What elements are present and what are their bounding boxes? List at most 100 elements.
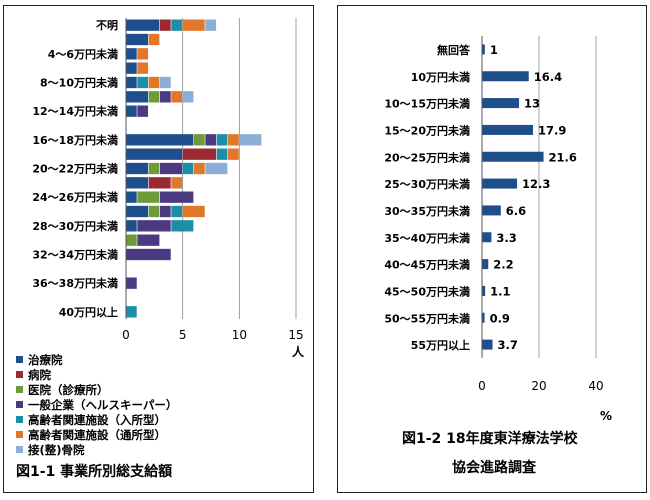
bar (482, 151, 544, 162)
x-tick-label: 20 (531, 379, 546, 393)
data-label: 6.6 (506, 204, 526, 218)
data-label: 1 (490, 43, 498, 57)
bar-segment (126, 19, 160, 31)
bar-segment (148, 91, 160, 103)
data-label: 3.7 (498, 338, 518, 352)
data-label: 1.1 (490, 284, 510, 298)
bar-segment (137, 234, 160, 246)
legend-swatch (16, 386, 23, 393)
category-label: 36〜38万円未満 (32, 276, 118, 290)
bar-segment (137, 191, 160, 203)
bar-segment (228, 134, 239, 146)
category-label: 16〜18万円未満 (32, 133, 118, 147)
bar-segment (137, 76, 149, 89)
bar-segment (171, 205, 183, 218)
bar-segment (182, 148, 217, 160)
category-label: 24〜26万円未満 (32, 190, 118, 204)
x-unit-label: 人 (292, 344, 305, 359)
figure-caption-line2: 協会進路調査 (452, 459, 537, 476)
bar-segment (160, 19, 171, 31)
x-tick-label: 0 (122, 328, 130, 342)
bar-segment (182, 19, 205, 31)
bar-segment (126, 33, 149, 46)
bar-segment (148, 33, 160, 46)
bar-segment (126, 162, 149, 175)
category-label: 20〜22万円未満 (32, 162, 118, 176)
bar-segment (160, 205, 171, 218)
bar-segment (239, 134, 262, 146)
figure-caption: 図1-1 事業所別総支給額 (16, 463, 172, 480)
category-label: 55万円以上 (411, 338, 470, 352)
bar (482, 124, 534, 135)
bar-segment (126, 105, 137, 117)
legend-swatch (16, 431, 23, 438)
bar-segment (171, 19, 183, 31)
bar-segment (160, 191, 194, 203)
data-label: 21.6 (549, 150, 577, 164)
bar-segment (126, 177, 149, 189)
bar-segment (126, 248, 171, 261)
x-tick-label: 40 (588, 379, 603, 393)
data-label: 2.2 (493, 258, 513, 272)
bar-segment (171, 220, 194, 232)
x-tick-label: 10 (232, 328, 247, 342)
legend-swatch (16, 356, 23, 363)
category-label: 8〜10万円未満 (40, 76, 118, 90)
bar-segment (160, 91, 171, 103)
category-label: 32〜34万円未満 (32, 248, 118, 262)
legend-label: 高齢者関連施設（入所型） (28, 413, 166, 427)
legend-label: 治療院 (28, 353, 63, 367)
bar-segment (228, 148, 239, 160)
data-label: 0.9 (490, 311, 510, 325)
category-label: 35〜40万円未満 (384, 231, 470, 245)
bar-segment (126, 76, 137, 89)
bar (482, 98, 520, 109)
category-label: 15〜20万円未満 (384, 123, 470, 137)
legend-label: 高齢者関連施設（通所型） (28, 428, 166, 442)
category-label: 4〜6万円未満 (48, 47, 118, 61)
legend-swatch (16, 416, 23, 423)
bar-segment (126, 191, 137, 203)
bar (482, 312, 485, 323)
bar-segment (148, 76, 160, 89)
data-label: 16.4 (534, 70, 562, 84)
bar-segment (182, 91, 194, 103)
bar-segment (137, 48, 149, 60)
legend-swatch (16, 371, 23, 378)
bar-segment (126, 134, 194, 146)
data-label: 13 (524, 97, 540, 111)
bar-segment (148, 177, 171, 189)
right-chart-panel: 0 20 40% 1 無回答 16.4 10万円未満 13 10〜15万円未満 17.9 15〜20… (337, 5, 647, 493)
bar-segment (171, 177, 183, 189)
legend-label: 接(整)骨院 (28, 443, 85, 457)
bar-segment (126, 48, 137, 60)
bar (482, 71, 529, 82)
category-label: 不明 (96, 19, 118, 32)
bar-segment (205, 162, 228, 175)
legend-label: 病院 (28, 368, 51, 382)
category-label: 25〜30万円未満 (384, 177, 470, 191)
category-label: 30〜35万円未満 (384, 204, 470, 218)
bar-segment (126, 306, 137, 318)
category-label: 20〜25万円未満 (384, 150, 470, 164)
stacked-bar-chart: 0 5 10 15 人 不明 4〜6万円未満 8〜10万円未満 12〜14万円未満 16〜18万円… (16, 18, 305, 480)
figure-caption-line1: 図1-2 18年度東洋療法学校 (402, 430, 579, 447)
bar-segment (194, 134, 205, 146)
bar-segment (137, 220, 171, 232)
category-label: 50〜55万円未満 (384, 311, 470, 325)
category-label: 10〜15万円未満 (384, 97, 470, 111)
bar-segment (126, 91, 149, 103)
bar-segment (205, 19, 217, 31)
bar (482, 232, 492, 243)
x-tick-label: 0 (478, 379, 486, 393)
bar-segment (216, 134, 228, 146)
legend-swatch (16, 446, 23, 453)
legend-swatch (16, 401, 23, 408)
data-label: 17.9 (538, 123, 566, 137)
bar (482, 44, 485, 55)
bar-segment (182, 162, 194, 175)
x-tick-label: 15 (288, 328, 303, 342)
bar-segment (160, 162, 183, 175)
bar-chart: 0 20 40% 1 無回答 16.4 10万円未満 13 10〜15万円未満 17.9 15〜20… (384, 36, 612, 476)
bar (482, 178, 518, 189)
